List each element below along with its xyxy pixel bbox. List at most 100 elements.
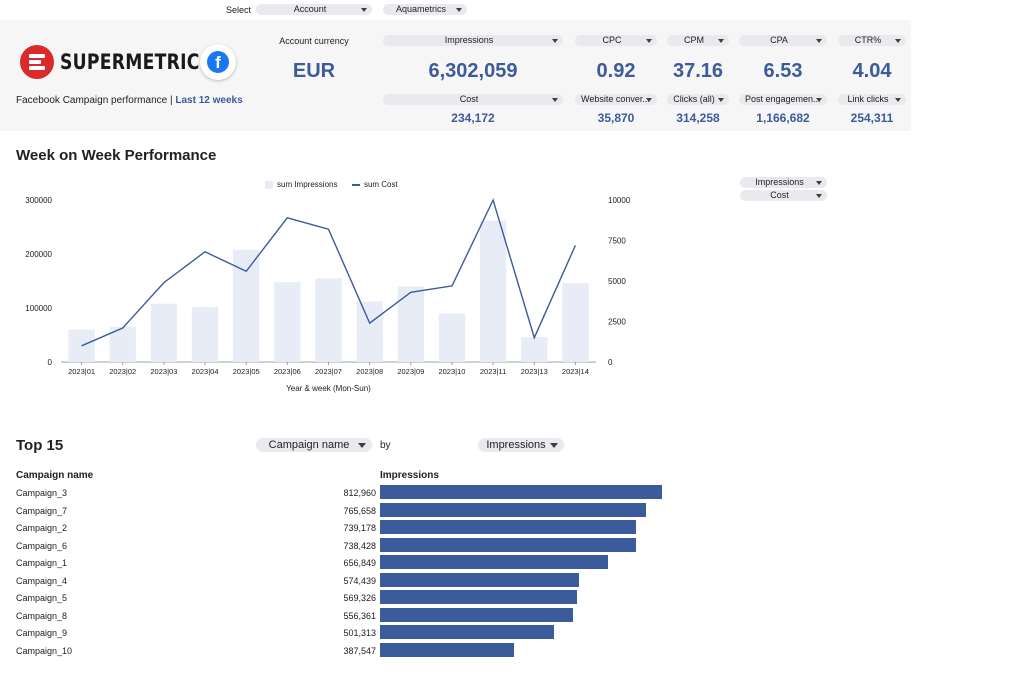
chevron-down-icon [550,443,558,448]
chevron-down-icon [361,8,367,12]
campaign-name-cell: Campaign_10 [16,645,73,656]
report-subtitle: Facebook Campaign performance | Last 12 … [16,95,243,106]
campaign-name-cell: Campaign_9 [16,628,68,638]
kpi-link-clicks-label: Link clicks [847,94,889,104]
impressions-bar [315,278,342,362]
impressions-bar [521,337,548,362]
chevron-down-icon [358,443,366,448]
impressions-bar [233,249,260,362]
chevron-down-icon [552,98,558,102]
impressions-bar [438,313,466,362]
x-tick-label: 2023|08 [356,367,383,376]
impressions-bar [109,326,136,362]
legend-label-cost: sum Cost [363,180,398,189]
account-dropdown-label: Account [293,4,327,14]
column-header-campaign: Campaign name [16,470,94,481]
y-right-tick-label: 7500 [608,237,626,246]
impressions-bar [380,607,573,622]
y-right-tick-label: 5000 [608,277,626,286]
wow-metric-dropdown-1[interactable]: Impressions [740,177,827,188]
top15-dimension-label: Campaign name [268,439,350,451]
y-left-tick-label: 0 [48,358,53,367]
legend-item-cost: sum Cost [351,180,398,189]
top15-by-label: by [380,440,391,451]
kpi-link-clicks-value: 254,311 [850,111,894,125]
impressions-bar [356,301,383,362]
impressions-bar [191,306,219,362]
subtitle-period: Last 12 weeks [175,95,243,106]
x-tick-label: 2023|10 [438,367,465,376]
y-right-tick-label: 10000 [608,196,631,205]
currency-value: EUR [292,60,336,82]
impressions-value-cell: 739,178 [343,523,376,533]
kpi-cpc-label: CPC [602,35,622,45]
kpi-impressions-label: Impressions [444,35,494,45]
top15-metric-dropdown[interactable]: Impressions [478,438,564,452]
impressions-bar [380,485,662,499]
campaign-name-cell: Campaign_4 [16,575,68,586]
chevron-down-icon [718,39,724,43]
impressions-value-cell: 569,326 [343,593,376,603]
chevron-down-icon [456,8,462,12]
campaign-name-cell: Campaign_7 [16,505,68,516]
impressions-value-cell: 387,547 [343,645,376,656]
impressions-value-cell: 656,849 [343,558,376,568]
wow-metric-label-1: Impressions [755,177,804,187]
kpi-cpm-label: CPM [684,35,704,45]
x-tick-label: 2023|11 [480,367,506,376]
account-value-dropdown[interactable]: Aquametrics [383,4,467,15]
chevron-down-icon [646,98,652,102]
impressions-bar [68,329,95,362]
impressions-bar [380,537,637,552]
x-tick-label: 2023|14 [562,367,589,376]
top15-dimension-dropdown[interactable]: Campaign name [256,438,372,452]
campaign-name-cell: Campaign_1 [16,558,68,568]
subtitle-prefix: Facebook Campaign performance | [16,95,176,106]
kpi-clicks-all-dropdown[interactable]: Clicks (all) [667,94,729,105]
kpi-cost-value: 234,172 [451,111,495,125]
kpi-ctr-dropdown[interactable]: CTR% [838,35,906,46]
kpi-impressions-dropdown[interactable]: Impressions [383,35,563,46]
kpi-cpa-dropdown[interactable]: CPA [739,35,827,46]
x-tick-label: 2023|04 [192,367,219,376]
kpi-post-engagement-value: 1,166,682 [756,111,810,125]
impressions-bar [380,590,578,604]
impressions-value-cell: 556,361 [343,610,376,621]
chevron-down-icon [895,98,901,102]
x-axis-label: Year & week (Mon-Sun) [286,384,371,393]
kpi-website-conversions-dropdown[interactable]: Website conver... [575,94,657,105]
y-left-tick-label: 100000 [25,304,52,313]
chevron-down-icon [646,39,652,43]
kpi-cpm-value: 37.16 [672,60,724,82]
x-tick-label: 2023|13 [521,367,548,376]
impressions-bar [380,572,580,587]
x-tick-label: 2023|02 [109,367,136,376]
kpi-website-conversions-value: 35,870 [597,111,635,125]
wow-metric-dropdown-2[interactable]: Cost [740,190,827,201]
kpi-cost-dropdown[interactable]: Cost [383,94,563,105]
impressions-bar [479,220,507,362]
impressions-bar [397,286,424,362]
impressions-bar [274,282,301,362]
kpi-cpm-dropdown[interactable]: CPM [667,35,729,46]
campaign-name-cell: Campaign_8 [16,610,68,621]
kpi-impressions-value: 6,302,059 [428,60,518,82]
kpi-cpa-value: 6.53 [763,60,803,82]
account-dropdown[interactable]: Account [256,4,372,15]
impressions-bar [380,520,637,534]
y-right-tick-label: 0 [608,358,613,367]
top15-title: Top 15 [16,437,64,454]
impressions-bar [380,625,554,639]
campaign-name-cell: Campaign_6 [16,540,68,551]
y-left-tick-label: 300000 [25,196,52,205]
chevron-down-icon [895,39,901,43]
kpi-cpc-dropdown[interactable]: CPC [575,35,657,46]
kpi-link-clicks-dropdown[interactable]: Link clicks [838,94,906,105]
kpi-post-engagement-label: Post engagemen... [745,94,821,104]
impressions-value-cell: 574,439 [343,575,376,586]
x-tick-label: 2023|07 [315,367,342,376]
x-tick-label: 2023|03 [150,367,177,376]
campaign-name-cell: Campaign_2 [16,523,68,533]
currency-label: Account currency [279,36,349,46]
kpi-post-engagement-dropdown[interactable]: Post engagemen... [739,94,827,105]
